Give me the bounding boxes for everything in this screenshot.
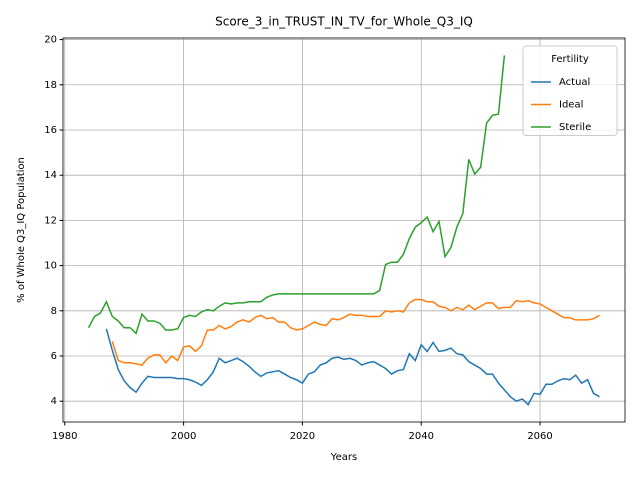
y-tick-label: 4 (51, 396, 57, 407)
legend-label: Ideal (559, 100, 583, 111)
legend-box (522, 45, 618, 136)
chart-title: Score_3_in_TRUST_IN_TV_for_Whole_Q3_IQ (215, 15, 473, 29)
y-axis-label: % of Whole Q3_IQ Population (16, 157, 27, 303)
y-tick-label: 6 (51, 351, 57, 362)
y-tick-label: 16 (44, 125, 57, 136)
legend-label: Sterile (559, 122, 591, 133)
y-tick-label: 20 (44, 35, 57, 46)
x-axis-label: Years (330, 452, 357, 463)
y-tick-label: 14 (44, 170, 57, 181)
plot-frame (62, 37, 626, 423)
line-series (87, 55, 506, 335)
x-tick-label: 2060 (527, 431, 552, 442)
x-tick-label: 2040 (409, 431, 434, 442)
y-tick-label: 8 (51, 306, 57, 317)
line-series (105, 328, 600, 406)
line-series (111, 298, 600, 366)
legend-label: Actual (559, 77, 590, 88)
x-tick-label: 2020 (290, 431, 315, 442)
y-tick-label: 10 (44, 261, 57, 272)
x-tick-label: 1980 (52, 431, 77, 442)
y-tick-label: 18 (44, 80, 57, 91)
legend-title: Fertility (551, 54, 589, 65)
y-tick-label: 12 (44, 215, 57, 226)
x-tick-label: 2000 (171, 431, 196, 442)
